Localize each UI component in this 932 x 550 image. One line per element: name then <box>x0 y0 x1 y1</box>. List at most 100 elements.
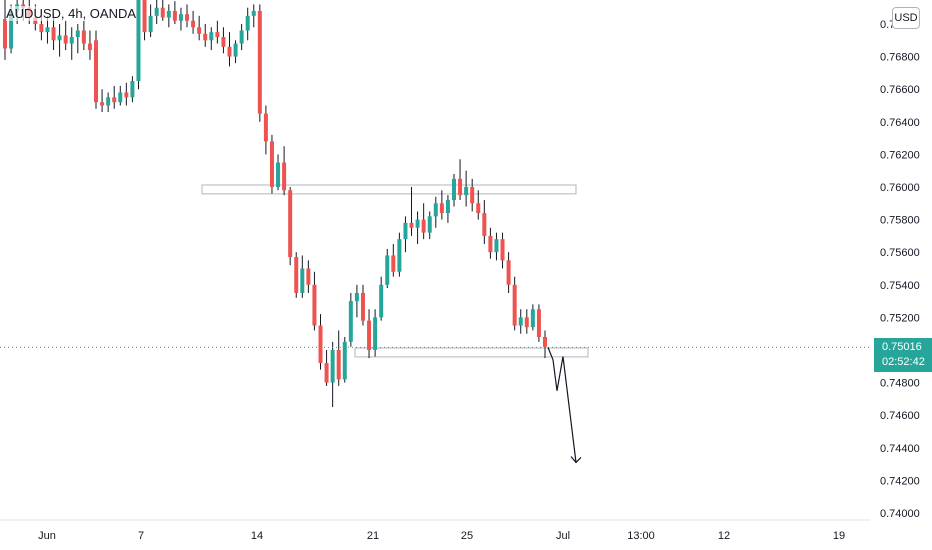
candle-down <box>312 284 317 326</box>
candle-up <box>136 0 141 82</box>
candle-down <box>458 178 463 196</box>
zone-rectangle <box>201 184 577 195</box>
candle-up <box>397 239 402 272</box>
candle-down <box>536 309 541 337</box>
support-resistance-zones <box>201 184 589 358</box>
candle-down <box>306 268 311 285</box>
candle-down <box>197 27 202 34</box>
candle-down <box>3 19 7 49</box>
candle-down <box>39 24 44 33</box>
candle-up <box>118 92 123 103</box>
candle-down <box>324 363 329 383</box>
candle-down <box>506 260 511 285</box>
candle-up <box>530 309 535 328</box>
candle-down <box>94 40 99 103</box>
candle-down <box>488 235 493 253</box>
candle-down <box>409 222 414 228</box>
candle-down <box>142 0 147 33</box>
price-tick-label: 0.74800 <box>880 378 920 390</box>
candle-down <box>63 35 68 44</box>
price-tick-label: 0.76200 <box>880 149 920 161</box>
candle-up <box>9 10 14 49</box>
candle-up <box>276 162 281 187</box>
candle-down <box>269 141 274 187</box>
candle-down <box>482 213 487 236</box>
time-tick-label: Jun <box>38 530 56 542</box>
candle-down <box>203 33 208 41</box>
candle-down <box>263 113 268 142</box>
currency-button[interactable]: USD <box>892 7 920 29</box>
candle-up <box>233 43 238 57</box>
candle-up <box>451 178 456 201</box>
candle-up <box>427 216 432 233</box>
candle-down <box>524 317 529 328</box>
candle-up <box>445 200 450 214</box>
candle-down <box>439 203 444 214</box>
time-tick-label: Jul <box>556 530 570 542</box>
candle-down <box>227 46 232 57</box>
price-tick-label: 0.76000 <box>880 182 920 194</box>
symbol-legend: AUDUSD, 4h, OANDA <box>6 6 137 21</box>
candle-down <box>51 27 56 41</box>
candle-down <box>421 219 426 233</box>
candle-up <box>385 255 390 285</box>
time-tick-label: 13:00 <box>627 530 655 542</box>
price-tick-label: 0.75600 <box>880 247 920 259</box>
candle-down <box>81 30 86 44</box>
candle-down <box>87 43 92 51</box>
candle-up <box>494 239 499 253</box>
candle-up <box>433 203 438 217</box>
last-price-value: 0.75016 <box>882 341 922 354</box>
candle-up <box>330 350 335 383</box>
candle-down <box>476 203 481 214</box>
candle-down <box>160 7 165 18</box>
price-tick-label: 0.75200 <box>880 312 920 324</box>
candle-up <box>464 187 469 196</box>
candle-down <box>172 10 177 21</box>
price-tick-label: 0.76400 <box>880 117 920 129</box>
candle-down <box>360 292 365 321</box>
price-tick-label: 0.76600 <box>880 84 920 96</box>
price-tick-label: 0.75800 <box>880 215 920 227</box>
candle-up <box>75 30 80 38</box>
candles <box>3 0 547 408</box>
price-tick-label: 0.76800 <box>880 52 920 64</box>
price-tick-label: 0.75400 <box>880 280 920 292</box>
candle-down <box>288 190 293 258</box>
candle-down <box>367 320 372 350</box>
candle-down <box>470 187 475 204</box>
candle-down <box>257 10 262 114</box>
candle-up <box>354 292 359 302</box>
candle-down <box>215 32 220 38</box>
candle-up <box>403 222 408 240</box>
bar-countdown: 02:52:42 <box>882 356 925 369</box>
candle-up <box>373 317 378 350</box>
candle-up <box>45 27 50 33</box>
time-tick-label: 21 <box>367 530 379 542</box>
candle-down <box>100 102 105 106</box>
candle-up <box>106 97 111 106</box>
candle-up <box>148 15 153 33</box>
candle-down <box>282 162 287 191</box>
arrowhead-icon <box>570 456 582 464</box>
candle-up <box>245 15 250 31</box>
time-tick-label: 14 <box>251 530 263 542</box>
candle-down <box>124 92 129 98</box>
time-tick-label: 19 <box>833 530 845 542</box>
projection-path <box>547 347 577 463</box>
candle-down <box>221 37 226 47</box>
candle-up <box>518 317 523 326</box>
last-price-label: 0.75016 02:52:42 <box>874 338 932 373</box>
candle-down <box>336 350 341 380</box>
candle-down <box>500 239 505 261</box>
candle-up <box>251 10 256 16</box>
candle-down <box>318 325 323 364</box>
price-axis: 0.770000.768000.766000.764000.762000.760… <box>880 19 920 520</box>
candle-up <box>379 284 384 318</box>
candle-down <box>391 255 396 272</box>
candle-down <box>112 97 117 103</box>
candle-down <box>512 284 517 326</box>
price-tick-label: 0.74200 <box>880 475 920 487</box>
price-tick-label: 0.74400 <box>880 443 920 455</box>
